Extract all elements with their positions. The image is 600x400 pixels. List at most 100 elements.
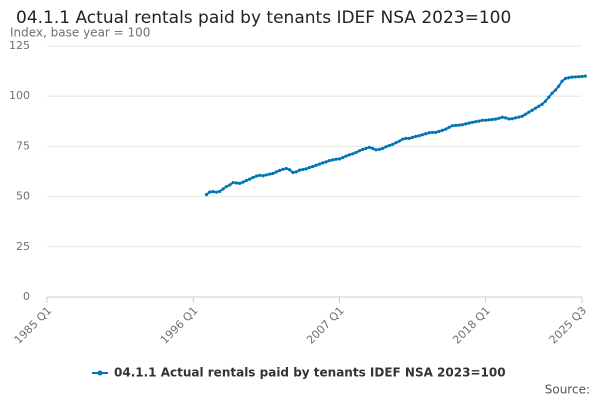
point xyxy=(387,143,391,148)
point xyxy=(527,110,531,114)
point xyxy=(341,156,345,160)
y-tick-label: 50 xyxy=(16,190,30,203)
point xyxy=(410,135,415,139)
point xyxy=(291,170,295,175)
point xyxy=(520,114,524,118)
point xyxy=(314,163,318,167)
point xyxy=(533,106,538,110)
point xyxy=(510,117,514,121)
point xyxy=(238,181,242,185)
point xyxy=(400,137,405,141)
point xyxy=(317,162,322,166)
point xyxy=(287,168,292,172)
point xyxy=(517,115,521,119)
point xyxy=(464,122,468,126)
point xyxy=(530,108,534,112)
point xyxy=(394,141,398,145)
point xyxy=(570,75,574,79)
point xyxy=(503,116,508,120)
point xyxy=(261,174,265,178)
point xyxy=(430,130,435,134)
point xyxy=(547,95,551,99)
point xyxy=(208,190,212,194)
point xyxy=(474,120,478,124)
point xyxy=(540,102,544,106)
point xyxy=(254,174,258,178)
point xyxy=(364,146,368,151)
point xyxy=(477,119,481,123)
point xyxy=(331,158,335,162)
point xyxy=(550,91,554,95)
point xyxy=(251,175,255,180)
point xyxy=(214,190,219,194)
point xyxy=(371,146,375,151)
point xyxy=(357,149,361,153)
point xyxy=(404,136,408,140)
point xyxy=(271,171,275,176)
point xyxy=(414,134,418,138)
y-tick-label: 75 xyxy=(16,139,30,152)
point xyxy=(311,164,315,169)
point xyxy=(573,75,577,79)
y-tick-label: 100 xyxy=(9,89,30,102)
point xyxy=(224,184,229,189)
point xyxy=(307,165,312,170)
point xyxy=(294,170,298,174)
point xyxy=(284,166,288,171)
point xyxy=(500,115,504,119)
point xyxy=(301,167,305,172)
point xyxy=(563,76,567,81)
point xyxy=(523,112,528,116)
point xyxy=(567,76,571,80)
point xyxy=(583,74,587,78)
point xyxy=(417,134,421,138)
point xyxy=(384,145,388,149)
point xyxy=(324,160,328,164)
point xyxy=(327,159,332,163)
point xyxy=(351,152,355,156)
point xyxy=(434,130,438,134)
point xyxy=(297,168,302,172)
point xyxy=(513,116,518,120)
point xyxy=(577,75,581,79)
point xyxy=(427,131,431,135)
point xyxy=(258,173,262,177)
point xyxy=(447,125,451,129)
point xyxy=(228,183,232,187)
point xyxy=(470,120,474,124)
point xyxy=(467,121,471,125)
point xyxy=(248,177,252,181)
y-tick-label: 125 xyxy=(9,39,30,52)
point xyxy=(494,117,498,121)
point xyxy=(407,136,411,140)
point xyxy=(334,157,338,161)
point xyxy=(234,181,239,185)
point xyxy=(553,88,558,92)
point xyxy=(211,189,215,194)
point xyxy=(537,104,541,108)
x-tick-label: 1985 Q1 xyxy=(12,304,55,347)
legend-marker xyxy=(97,370,103,376)
point xyxy=(460,123,464,127)
point xyxy=(264,173,268,177)
point xyxy=(497,116,501,120)
point xyxy=(444,127,448,131)
point xyxy=(390,142,395,146)
point xyxy=(490,117,494,122)
point xyxy=(218,189,222,193)
point xyxy=(244,178,248,183)
point xyxy=(560,79,564,83)
point xyxy=(347,153,351,157)
point xyxy=(543,99,548,103)
point xyxy=(337,157,342,161)
legend-label: 04.1.1 Actual rentals paid by tenants ID… xyxy=(114,366,506,380)
point xyxy=(374,148,378,152)
point xyxy=(484,118,488,122)
y-tick-label: 25 xyxy=(16,240,30,253)
point xyxy=(437,129,441,133)
y-tick-label: 0 xyxy=(23,290,30,303)
x-tick-label: 2007 Q1 xyxy=(304,304,347,347)
point xyxy=(457,123,461,127)
point xyxy=(274,170,278,174)
